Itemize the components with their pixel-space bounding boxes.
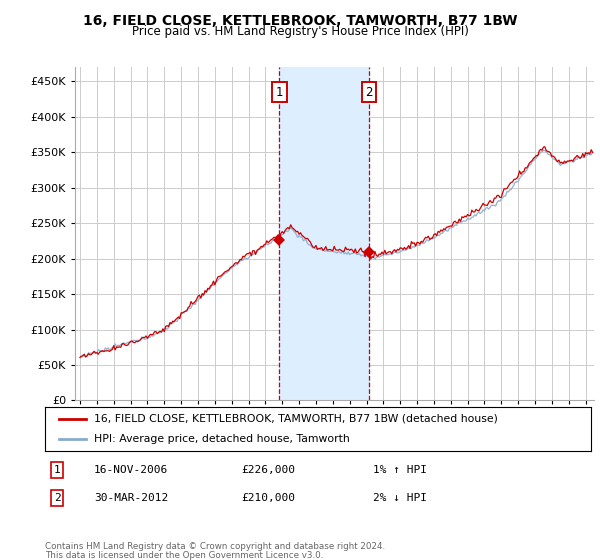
- Text: 30-MAR-2012: 30-MAR-2012: [94, 493, 169, 503]
- Text: HPI: Average price, detached house, Tamworth: HPI: Average price, detached house, Tamw…: [94, 434, 350, 444]
- Text: 16-NOV-2006: 16-NOV-2006: [94, 465, 169, 475]
- Text: Contains HM Land Registry data © Crown copyright and database right 2024.: Contains HM Land Registry data © Crown c…: [45, 542, 385, 551]
- Text: Price paid vs. HM Land Registry's House Price Index (HPI): Price paid vs. HM Land Registry's House …: [131, 25, 469, 38]
- Bar: [280, 67, 370, 400]
- Text: 1% ↑ HPI: 1% ↑ HPI: [373, 465, 427, 475]
- Text: 2: 2: [365, 86, 373, 99]
- Text: 2: 2: [53, 493, 61, 503]
- Text: 16, FIELD CLOSE, KETTLEBROOK, TAMWORTH, B77 1BW: 16, FIELD CLOSE, KETTLEBROOK, TAMWORTH, …: [83, 14, 517, 28]
- Text: 2% ↓ HPI: 2% ↓ HPI: [373, 493, 427, 503]
- Text: 1: 1: [53, 465, 61, 475]
- Text: £210,000: £210,000: [242, 493, 296, 503]
- Text: 1: 1: [276, 86, 283, 99]
- Text: This data is licensed under the Open Government Licence v3.0.: This data is licensed under the Open Gov…: [45, 551, 323, 560]
- Text: £226,000: £226,000: [242, 465, 296, 475]
- Text: 16, FIELD CLOSE, KETTLEBROOK, TAMWORTH, B77 1BW (detached house): 16, FIELD CLOSE, KETTLEBROOK, TAMWORTH, …: [94, 414, 498, 424]
